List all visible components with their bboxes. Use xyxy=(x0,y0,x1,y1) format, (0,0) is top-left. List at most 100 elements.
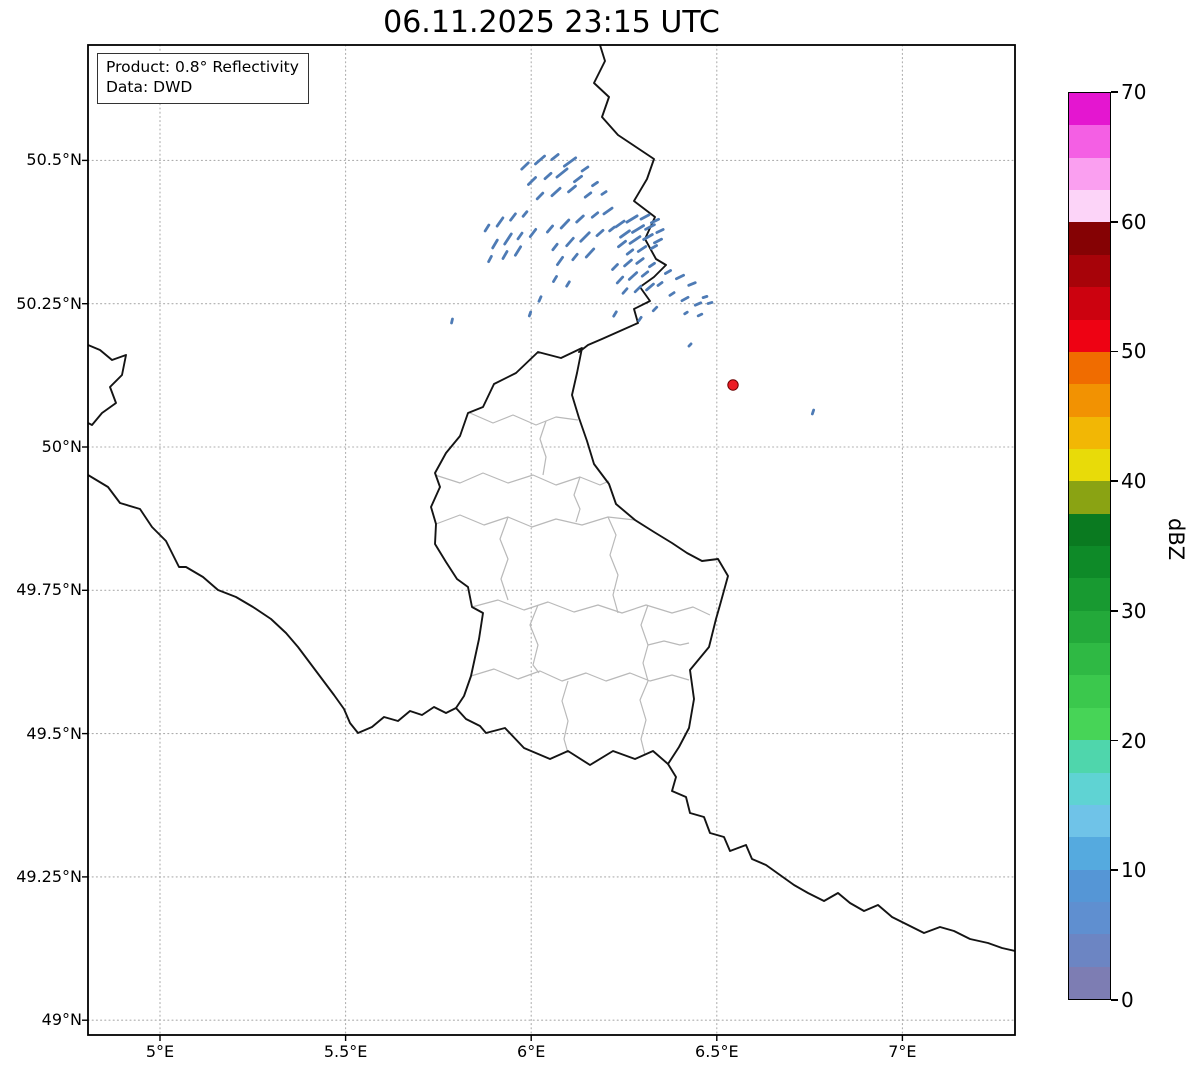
radar-echo xyxy=(590,211,600,219)
radar-echo xyxy=(583,191,593,199)
lon-tick-label: 6.5°E xyxy=(695,1042,739,1061)
radar-echo xyxy=(487,254,493,264)
lat-tick-label: 50°N xyxy=(41,437,82,456)
radar-echo xyxy=(635,257,645,265)
radar-echo xyxy=(543,171,553,181)
colorbar-tick xyxy=(1111,739,1118,742)
canton-line xyxy=(499,516,509,601)
radar-echo xyxy=(617,239,627,249)
radar-echo xyxy=(687,281,697,287)
radar-echo xyxy=(625,248,635,256)
radar-echo xyxy=(565,236,575,248)
canton-line xyxy=(607,516,619,614)
radar-echo xyxy=(608,225,616,233)
radar-echo xyxy=(537,295,543,303)
radar-echo xyxy=(706,301,714,305)
radar-echo xyxy=(565,280,571,288)
radar-echo xyxy=(520,161,530,171)
radar-echo xyxy=(595,228,605,238)
info-product-line: Product: 0.8° Reflectivity xyxy=(106,58,299,76)
radar-echo xyxy=(648,261,656,269)
colorbar-tick-label: 20 xyxy=(1121,728,1147,753)
gridlines xyxy=(87,44,1016,1036)
colorbar-segment xyxy=(1069,966,1110,1000)
lat-tick-label: 50.5°N xyxy=(26,150,82,170)
colorbar-segment xyxy=(1069,513,1110,547)
radar-echo xyxy=(550,153,560,161)
radar-echo xyxy=(521,210,529,218)
radar-echo xyxy=(567,184,577,194)
colorbar-segment xyxy=(1069,222,1110,255)
radar-echo-layer xyxy=(450,153,816,416)
figure-title: 06.11.2025 23:15 UTC xyxy=(383,5,720,40)
colorbar-tick xyxy=(1111,999,1118,1001)
radar-echo xyxy=(552,275,558,283)
info-box: Product: 0.8° Reflectivity Data: DWD xyxy=(97,53,309,104)
colorbar-tick-label: 30 xyxy=(1121,598,1147,623)
radar-echo xyxy=(621,287,629,295)
radar-echo xyxy=(640,270,650,278)
colorbar-segment xyxy=(1069,546,1110,579)
colorbar-tick xyxy=(1111,869,1118,872)
radar-echo xyxy=(555,167,569,179)
colorbar-segment xyxy=(1069,610,1110,644)
lon-tick-label: 5°E xyxy=(145,1042,175,1061)
radar-echo xyxy=(546,224,554,234)
radar-echo xyxy=(653,237,663,245)
radar-echo xyxy=(509,212,517,222)
radar-echo xyxy=(573,174,583,184)
colorbar-tick-label: 40 xyxy=(1121,469,1147,494)
radar-echo xyxy=(611,263,619,271)
colorbar-tick xyxy=(1111,350,1118,353)
radar-echo xyxy=(655,228,665,234)
info-source-line: Data: DWD xyxy=(106,78,193,97)
colorbar-segment xyxy=(1069,254,1110,288)
colorbar-segment xyxy=(1069,837,1110,870)
colorbar-segment xyxy=(1069,416,1110,449)
colorbar xyxy=(1068,92,1111,1000)
lon-tick-label: 5.5°E xyxy=(323,1042,368,1061)
radar-echo xyxy=(591,180,599,188)
radar-echo xyxy=(495,216,505,228)
lat-tick-label: 49.5°N xyxy=(26,723,82,743)
radar-echo xyxy=(680,295,690,303)
radar-echo xyxy=(615,275,625,285)
colorbar-tick xyxy=(1111,91,1118,93)
radar-echo xyxy=(668,291,676,297)
radar-echo xyxy=(810,408,816,416)
radar-echo xyxy=(649,244,659,250)
lat-tick-label: 49.75°N xyxy=(16,580,82,600)
radar-echo xyxy=(675,273,685,281)
radar-echo xyxy=(535,191,545,201)
radar-echo xyxy=(687,342,693,348)
colorbar-segment xyxy=(1069,481,1110,514)
radar-site-marker xyxy=(727,379,739,391)
radar-echo xyxy=(575,214,585,224)
canton-line xyxy=(561,680,569,754)
colorbar-tick-label: 0 xyxy=(1121,988,1134,1012)
canton-borders xyxy=(434,412,711,756)
radar-echo xyxy=(584,247,596,259)
radar-echo xyxy=(696,312,704,318)
radar-echo xyxy=(701,294,709,300)
radar-echo xyxy=(450,317,454,325)
lon-tick-label: 6°E xyxy=(517,1042,546,1061)
canton-line xyxy=(469,412,579,426)
radar-echo xyxy=(612,310,618,318)
lat-tick-label: 49.25°N xyxy=(16,866,82,886)
colorbar-tick xyxy=(1111,480,1118,482)
canton-line xyxy=(434,472,610,486)
radar-echo xyxy=(562,156,578,168)
radar-echo xyxy=(645,282,655,292)
radar-echo xyxy=(483,223,491,233)
radar-echo xyxy=(559,218,571,230)
colorbar-tick-label: 60 xyxy=(1121,209,1147,234)
map-frame xyxy=(87,44,1016,1036)
colorbar-segment xyxy=(1069,351,1110,385)
radar-echo xyxy=(600,190,608,196)
colorbar-tick xyxy=(1111,610,1118,612)
colorbar-segment xyxy=(1069,93,1110,126)
radar-echo xyxy=(631,224,645,234)
